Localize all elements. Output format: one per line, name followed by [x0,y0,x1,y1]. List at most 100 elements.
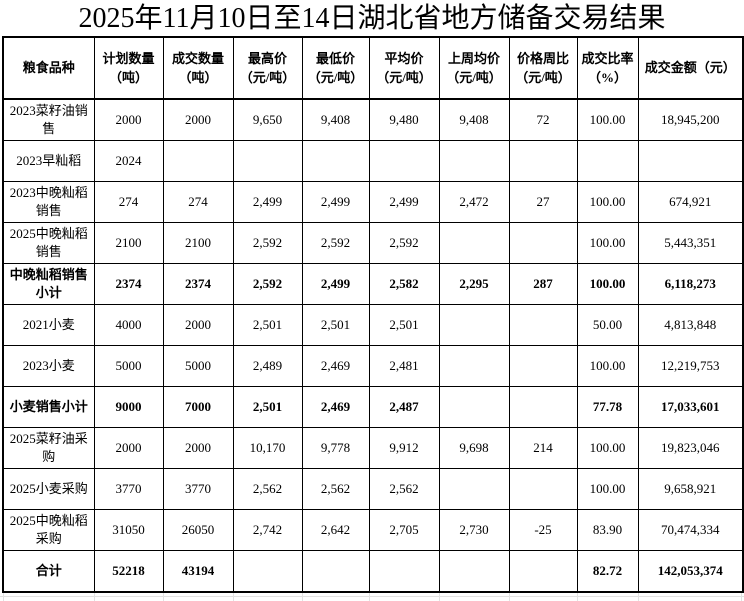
value-cell: 43194 [162,550,234,593]
value-cell: 100.00 [576,222,639,264]
value-cell [301,550,370,593]
grain-type-cell: 2025菜籽油采 购 [2,427,95,469]
column-header: 价格周比 （元/吨） [508,36,578,100]
grain-type-cell: 2025中晚籼稻 销售 [2,222,95,264]
value-cell [637,140,744,182]
table-row: 2023小麦 5000 5000 2,489 2,469 2,481 100.00 12,21… [2,345,744,387]
value-cell: 2374 [162,263,234,305]
value-cell [438,222,510,264]
gridline-vertical [509,593,510,601]
value-cell: 2000 [162,98,234,141]
value-cell [508,468,578,510]
gridline-vertical [3,593,4,601]
value-cell: 12,219,753 [637,345,744,387]
gridline-horizontal [0,596,744,597]
value-cell: 2,562 [232,468,303,510]
value-cell: 5,443,351 [637,222,744,264]
value-cell: 2,499 [232,181,303,223]
value-cell: 9,658,921 [637,468,744,510]
value-cell: 72 [508,98,578,141]
grain-type-cell: 2021小麦 [2,304,95,346]
value-cell: 2,487 [368,386,440,428]
value-cell: 2,489 [232,345,303,387]
value-cell: 2000 [162,427,234,469]
value-cell: 2000 [93,427,164,469]
value-cell [438,386,510,428]
grain-type-cell: 合计 [2,550,95,593]
value-cell [438,468,510,510]
value-cell [368,550,440,593]
value-cell: 4000 [93,304,164,346]
value-cell: 82.72 [576,550,639,593]
value-cell: 2,481 [368,345,440,387]
value-cell: 19,823,046 [637,427,744,469]
value-cell: 2,499 [301,181,370,223]
column-header: 最低价 （元/吨） [301,36,370,100]
value-cell: 50.00 [576,304,639,346]
value-cell [232,550,303,593]
grain-type-cell: 2025中晚籼稻 采购 [2,509,95,551]
value-cell: 9,650 [232,98,303,141]
value-cell [508,222,578,264]
value-cell: 100.00 [576,468,639,510]
column-header: 计划数量 （吨） [93,36,164,100]
value-cell: 2,469 [301,345,370,387]
value-cell: 18,945,200 [637,98,744,141]
value-cell: 3770 [162,468,234,510]
value-cell: 2,705 [368,509,440,551]
value-cell: 2,501 [232,386,303,428]
value-cell: 2,730 [438,509,510,551]
header-row: 粮食品种 计划数量 （吨） 成交数量 （吨） 最高价 （元/吨） 最低价 （元/吨） 平均… [2,36,744,100]
gridline-vertical [369,593,370,601]
value-cell: 2,501 [368,304,440,346]
value-cell: 2,582 [368,263,440,305]
value-cell [508,304,578,346]
value-cell: 2,642 [301,509,370,551]
results-table: 粮食品种 计划数量 （吨） 成交数量 （吨） 最高价 （元/吨） 最低价 （元/吨） 平均… [2,36,744,593]
gridline-vertical [302,593,303,601]
value-cell [508,140,578,182]
value-cell: 100.00 [576,345,639,387]
value-cell [576,140,639,182]
value-cell: 70,474,334 [637,509,744,551]
column-header: 成交数量 （吨） [162,36,234,100]
value-cell: 2,742 [232,509,303,551]
value-cell [508,386,578,428]
table-row: 小麦销售小计 9000 7000 2,501 2,469 2,487 77.78 17,033… [2,386,744,428]
value-cell: 274 [93,181,164,223]
value-cell: 9,698 [438,427,510,469]
value-cell: 2,592 [232,222,303,264]
value-cell: 26050 [162,509,234,551]
grain-type-cell: 中晚籼稻销售 小计 [2,263,95,305]
table-row: 2023菜籽油销 售 2000 2000 9,650 9,408 9,480 9,408 72… [2,98,744,141]
gridline-vertical [741,593,742,601]
value-cell: 2,469 [301,386,370,428]
value-cell: 9,912 [368,427,440,469]
table-row: 2025菜籽油采 购 2000 2000 10,170 9,778 9,912 9,698 2… [2,427,744,469]
value-cell: 31050 [93,509,164,551]
value-cell: 2,562 [368,468,440,510]
gridline-vertical [94,593,95,601]
column-header: 平均价 （元/吨） [368,36,440,100]
table-row: 2025中晚籼稻 销售 2100 2100 2,592 2,592 2,592 100.00… [2,222,744,264]
value-cell: 17,033,601 [637,386,744,428]
grain-type-cell: 2023早籼稻 [2,140,95,182]
gridline-vertical [439,593,440,601]
grain-type-cell: 2023中晚籼稻 销售 [2,181,95,223]
value-cell [508,345,578,387]
gridline-vertical [233,593,234,601]
value-cell: 100.00 [576,427,639,469]
value-cell [162,140,234,182]
value-cell [508,550,578,593]
value-cell: 3770 [93,468,164,510]
value-cell: 83.90 [576,509,639,551]
table-row: 2023早籼稻 2024 [2,140,744,182]
value-cell: 2,499 [301,263,370,305]
value-cell: 5000 [162,345,234,387]
value-cell: 9,480 [368,98,440,141]
gridline-vertical [163,593,164,601]
gridline-vertical [638,593,639,601]
value-cell: 214 [508,427,578,469]
value-cell [301,140,370,182]
value-cell: 2,592 [368,222,440,264]
